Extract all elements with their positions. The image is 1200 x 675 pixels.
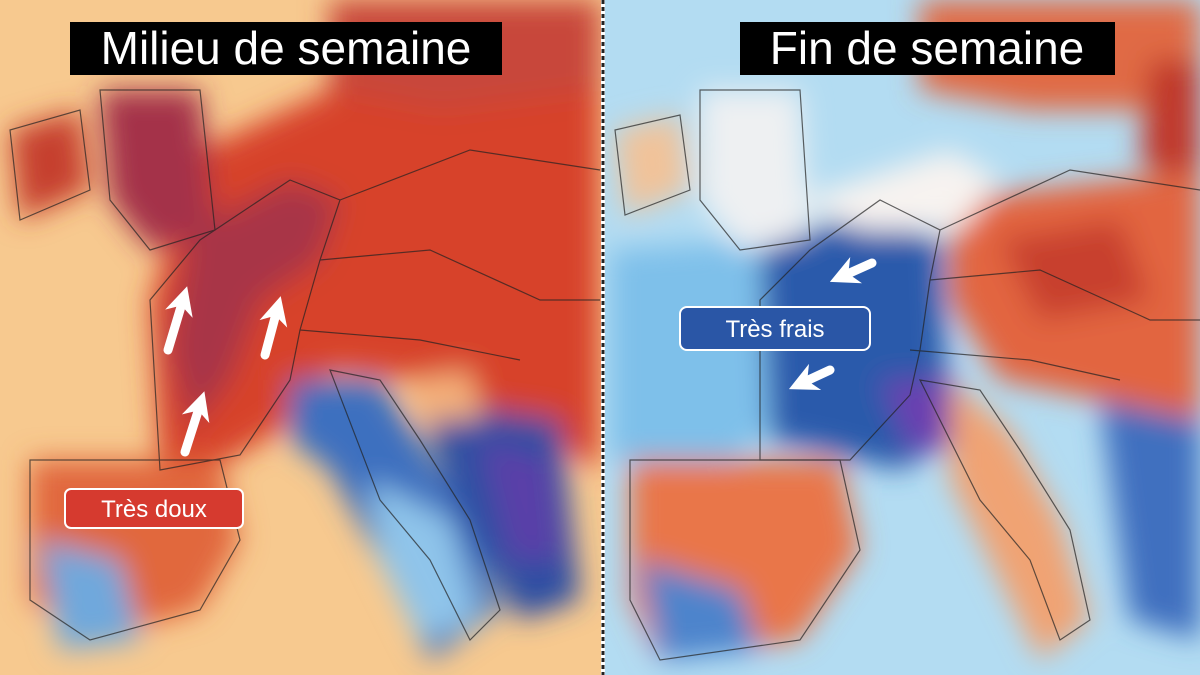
label-badge	[679, 306, 871, 351]
title-background	[740, 22, 1115, 75]
warm-flow-arrow	[259, 296, 288, 360]
map-label: Très frais	[725, 316, 824, 343]
map-label: Très doux	[101, 496, 207, 523]
label-badge	[64, 488, 244, 529]
country-borders	[9, 89, 601, 642]
temperature-field	[10, 0, 600, 660]
cold-flow-arrow	[829, 256, 877, 284]
cold-flow-arrow	[788, 363, 835, 390]
title-background	[70, 22, 502, 75]
panel-title: Fin de semaine	[770, 22, 1085, 74]
map-panel-left	[0, 0, 601, 675]
panel-title: Milieu de semaine	[101, 22, 472, 74]
warm-flow-arrow	[163, 286, 193, 355]
country-borders	[614, 89, 1200, 661]
warm-flow-arrow	[180, 391, 210, 457]
